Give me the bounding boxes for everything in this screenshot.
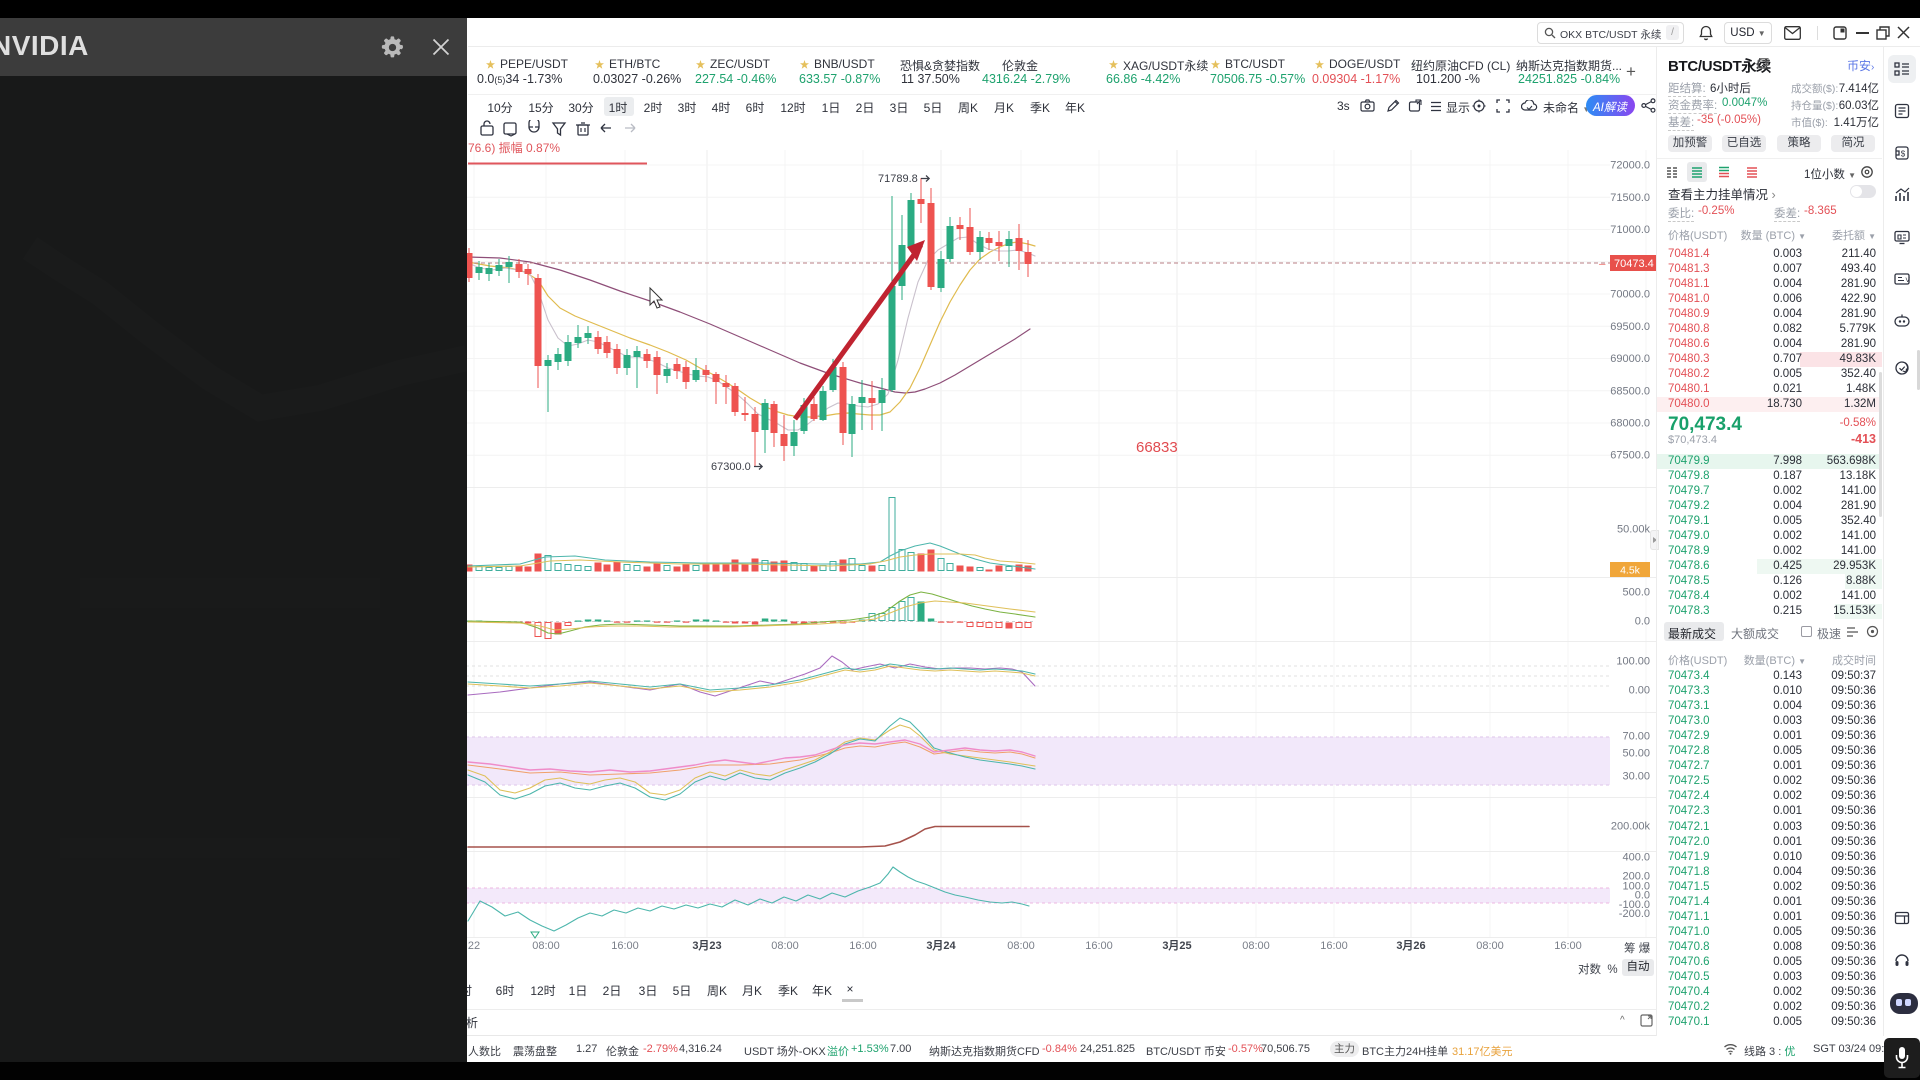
svg-text:VIP: VIP	[1906, 277, 1911, 284]
svg-text:-100.0: -100.0	[1619, 899, 1650, 911]
svg-text:400.0: 400.0	[1622, 852, 1650, 864]
svg-text:67500.0: 67500.0	[1610, 450, 1650, 462]
svg-text:3月25: 3月25	[1162, 939, 1191, 952]
svg-text:71500.0: 71500.0	[1610, 192, 1650, 204]
svg-text:71789.8: 71789.8	[878, 173, 918, 185]
svg-text:3月26: 3月26	[1396, 939, 1425, 952]
svg-text:16:00: 16:00	[1085, 940, 1113, 952]
svg-text:200.0: 200.0	[1622, 871, 1650, 883]
svg-text:71000.0: 71000.0	[1610, 224, 1650, 236]
svg-text:68000.0: 68000.0	[1610, 418, 1650, 430]
svg-text:70000.0: 70000.0	[1610, 289, 1650, 301]
svg-text:08:00: 08:00	[1007, 940, 1035, 952]
svg-text:30.00: 30.00	[1622, 771, 1650, 783]
svg-text:100.00: 100.00	[1616, 656, 1650, 668]
svg-text:16:00: 16:00	[849, 940, 877, 952]
svg-text:3月24: 3月24	[926, 939, 956, 952]
svg-text:16:00: 16:00	[611, 940, 639, 952]
svg-text:66833: 66833	[1136, 439, 1178, 456]
svg-text:500.0: 500.0	[1622, 587, 1650, 599]
svg-text:69500.0: 69500.0	[1610, 321, 1650, 333]
svg-text:3月23: 3月23	[692, 939, 721, 952]
svg-text:0.00: 0.00	[1629, 685, 1650, 697]
svg-text:08:00: 08:00	[1476, 940, 1504, 952]
svg-text:08:00: 08:00	[532, 940, 560, 952]
svg-text:4.5k: 4.5k	[1620, 565, 1641, 577]
svg-text:200.00k: 200.00k	[1611, 821, 1651, 833]
svg-text:08:00: 08:00	[771, 940, 799, 952]
svg-text:67300.0: 67300.0	[711, 461, 751, 473]
svg-text:$: $	[1901, 150, 1906, 159]
svg-text:50.00: 50.00	[1622, 748, 1650, 760]
svg-text:─: ─	[1598, 259, 1606, 269]
svg-text:68500.0: 68500.0	[1610, 385, 1650, 397]
svg-text:0.0: 0.0	[1635, 890, 1650, 902]
svg-text:70.00: 70.00	[1622, 731, 1650, 743]
svg-text:100.0: 100.0	[1622, 881, 1650, 893]
svg-text:-200.0: -200.0	[1619, 908, 1650, 920]
svg-text:70473.4: 70473.4	[1614, 258, 1654, 270]
svg-text:50.00k: 50.00k	[1617, 524, 1651, 536]
svg-text:0.0: 0.0	[1635, 616, 1650, 628]
svg-text:08:00: 08:00	[1242, 940, 1270, 952]
svg-text:16:00: 16:00	[1554, 940, 1582, 952]
svg-text:72000.0: 72000.0	[1610, 160, 1650, 172]
svg-text:69000.0: 69000.0	[1610, 353, 1650, 365]
svg-text:22: 22	[468, 940, 480, 952]
svg-text:76.6) 振幅 0.87%: 76.6) 振幅 0.87%	[468, 140, 560, 155]
svg-text:16:00: 16:00	[1320, 940, 1348, 952]
